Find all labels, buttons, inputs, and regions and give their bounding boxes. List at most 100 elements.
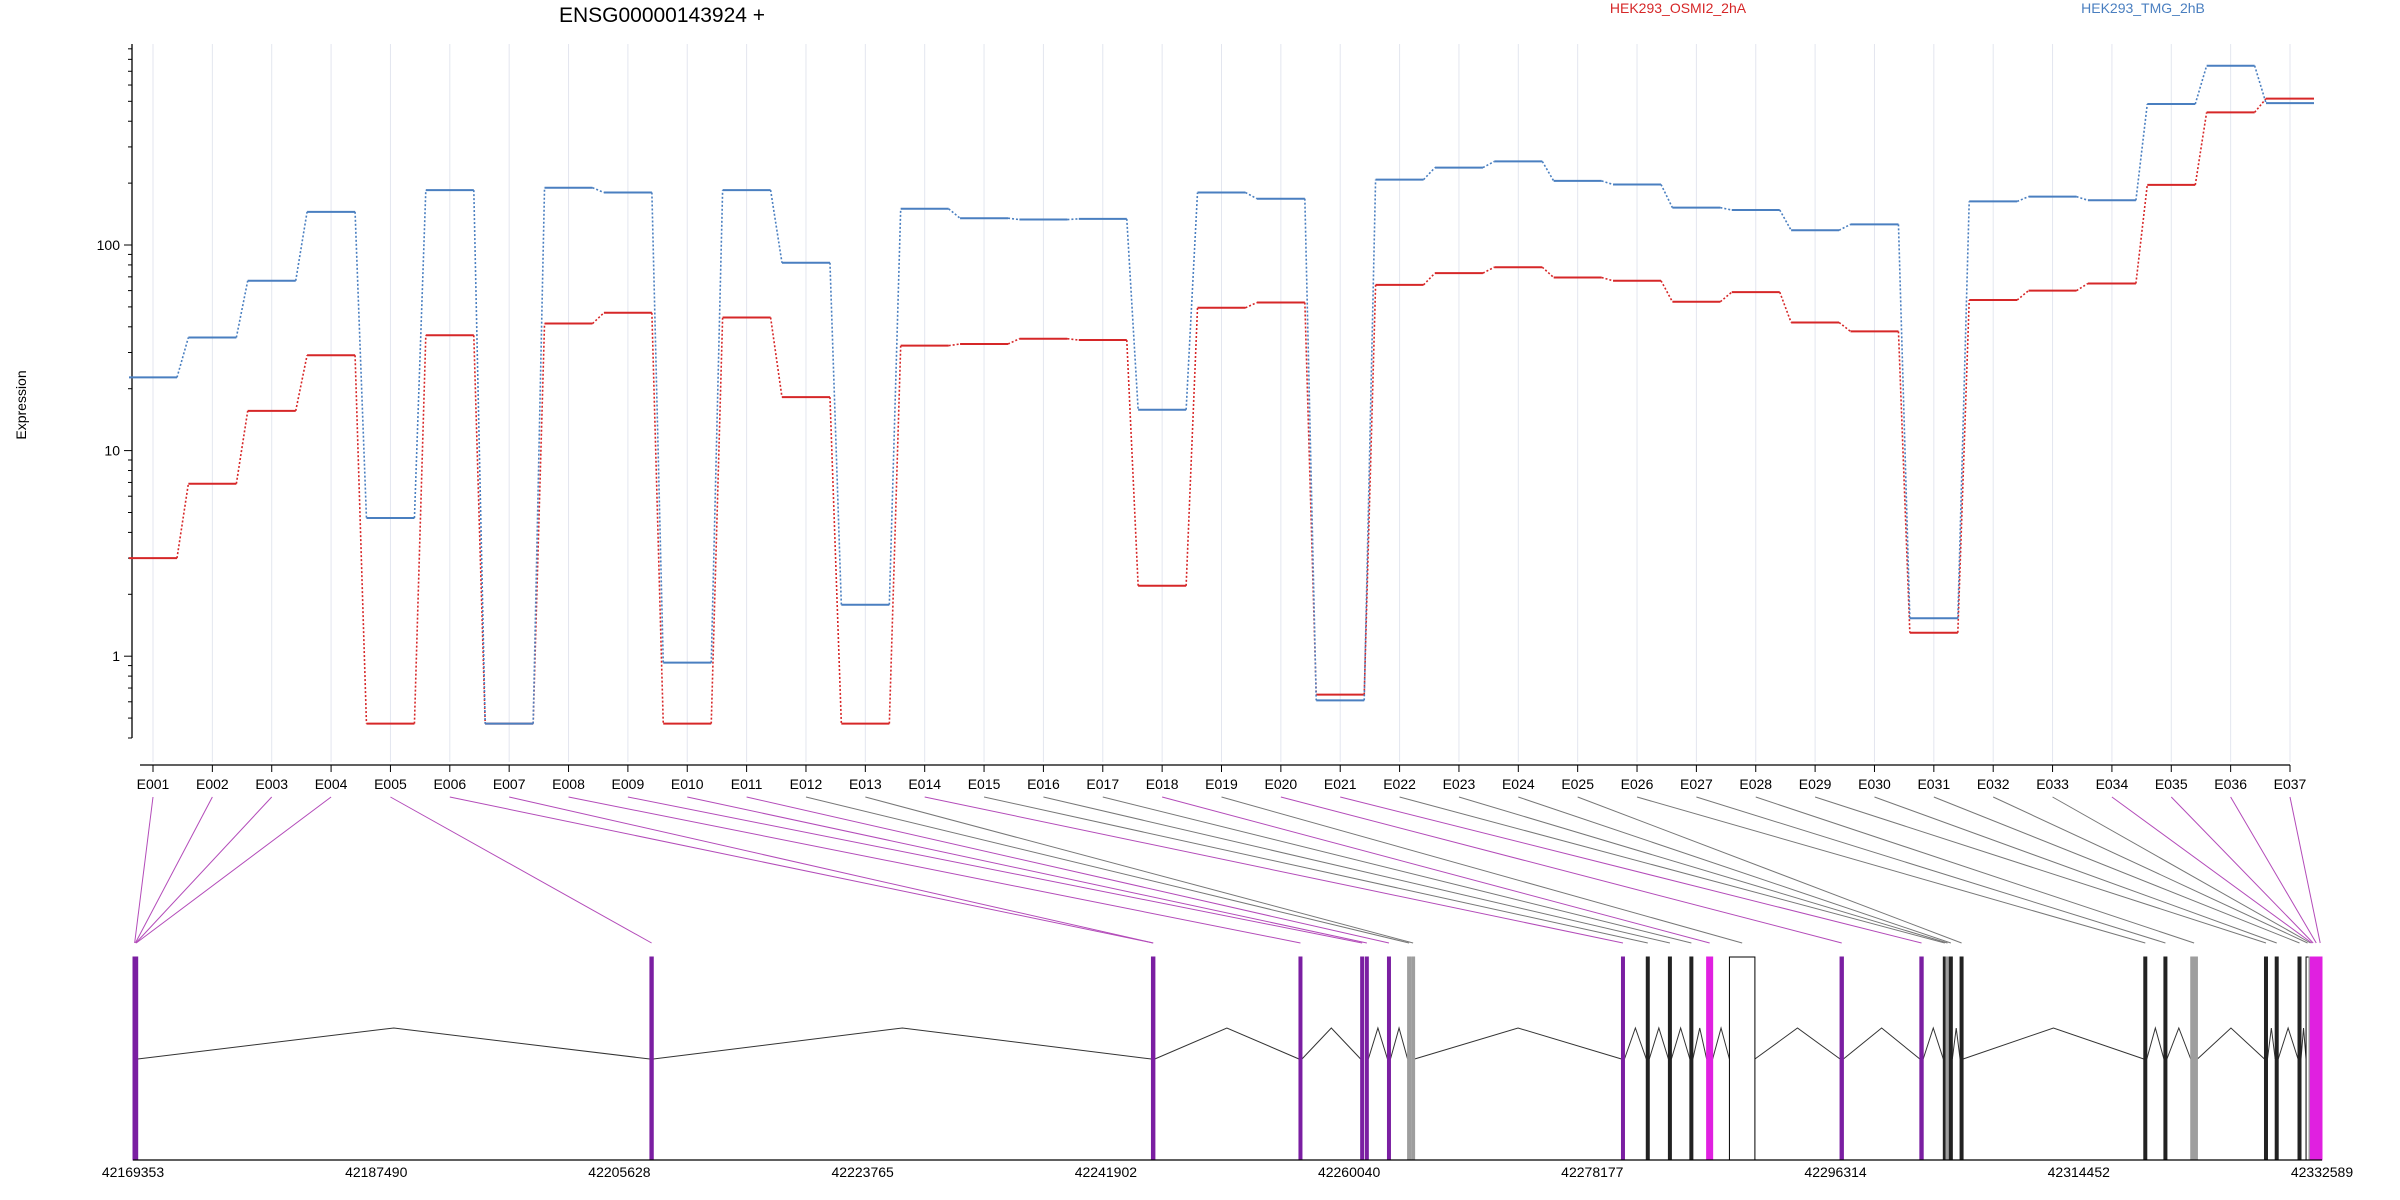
intron-line <box>1692 1027 1708 1060</box>
exon-box <box>649 956 654 1161</box>
data-connector <box>1660 280 1674 303</box>
data-connector <box>1245 301 1258 309</box>
y-axis-label: Expression <box>13 370 29 439</box>
intron-line <box>1670 1026 1691 1060</box>
exon-box <box>1407 956 1412 1161</box>
exon-box <box>2317 956 2323 1161</box>
data-connector <box>1007 217 1020 221</box>
exon-label: E031 <box>1917 776 1950 792</box>
data-connector <box>651 192 665 663</box>
exon-label: E035 <box>2155 776 2188 792</box>
exon-label: E021 <box>1324 776 1357 792</box>
exon-box <box>1667 956 1672 1161</box>
data-connector <box>591 312 605 325</box>
exon-label: E001 <box>137 776 170 792</box>
data-connector <box>1957 201 1970 619</box>
exon-label: E006 <box>433 776 466 792</box>
exon-label: E024 <box>1502 776 1535 792</box>
exon-label: E007 <box>493 776 526 792</box>
data-connector <box>769 189 783 263</box>
exon-label: E017 <box>1086 776 1119 792</box>
exon-connector <box>746 796 1390 944</box>
exon-box <box>1620 956 1625 1161</box>
intron-line <box>1648 1026 1669 1060</box>
data-connector <box>1601 276 1614 282</box>
exon-connector <box>2111 796 2313 944</box>
exon-box <box>1364 956 1369 1161</box>
data-connector <box>1067 337 1079 341</box>
data-connector <box>1245 191 1258 200</box>
data-connector <box>1779 209 1792 231</box>
genome-tick-label: 42260040 <box>1318 1164 1381 1180</box>
exon-box <box>1959 956 1964 1161</box>
intron-line <box>1754 1027 1841 1060</box>
exon-label: E028 <box>1739 776 1772 792</box>
data-connector <box>651 312 665 724</box>
exon-connector <box>2289 796 2321 944</box>
data-connector <box>1482 160 1495 169</box>
exon-label: E008 <box>552 776 585 792</box>
exon-connector <box>1458 796 1948 944</box>
data-connector <box>592 186 605 194</box>
exon-box <box>1919 956 1924 1161</box>
genome-tick-label: 42332589 <box>2291 1164 2354 1180</box>
exon-connector <box>390 796 652 944</box>
exon-connector <box>865 796 1414 944</box>
data-connector <box>532 323 546 724</box>
exon-box <box>1689 956 1694 1161</box>
data-connector <box>2254 98 2267 113</box>
intron-line <box>1624 1026 1647 1060</box>
y-tick-label: 10 <box>104 443 120 459</box>
data-connector <box>1897 331 1911 633</box>
genome-tick-label: 42296314 <box>1804 1164 1867 1180</box>
exon-connector <box>134 796 154 944</box>
data-connector <box>2076 282 2089 292</box>
data-connector <box>1957 299 1970 633</box>
data-connector <box>1125 339 1139 586</box>
intron-line <box>2277 1026 2299 1060</box>
exon-connector <box>627 796 1363 944</box>
genome-tick-label: 42223765 <box>832 1164 895 1180</box>
data-connector <box>1660 184 1674 208</box>
intron-line <box>2300 1027 2307 1060</box>
data-connector <box>710 317 724 724</box>
exon-connector <box>1992 796 2308 944</box>
data-connector <box>354 355 368 724</box>
data-connector <box>1067 218 1079 221</box>
data-connector <box>1423 272 1436 286</box>
exon-box <box>2313 956 2319 1161</box>
data-connector <box>413 190 427 519</box>
data-connector <box>1185 192 1199 410</box>
data-connector <box>1363 179 1377 701</box>
exon-label: E029 <box>1799 776 1832 792</box>
exon-connector <box>1577 796 1962 944</box>
exon-label: E013 <box>849 776 882 792</box>
data-connector <box>2253 65 2267 104</box>
exon-box <box>1839 956 1844 1161</box>
intron-line <box>1843 1027 1921 1060</box>
data-connector <box>176 483 190 559</box>
exon-label: E020 <box>1265 776 1298 792</box>
exon-label: E026 <box>1621 776 1654 792</box>
intron-line <box>1951 1027 1961 1060</box>
exon-box <box>1151 956 1156 1161</box>
exon-label: E025 <box>1561 776 1594 792</box>
genome-tick-label: 42169353 <box>102 1164 165 1180</box>
data-connector <box>1720 206 1732 211</box>
data-connector <box>2194 112 2208 186</box>
y-tick-label: 1 <box>112 648 120 664</box>
exon-label: E018 <box>1146 776 1179 792</box>
intron-line <box>1962 1027 2144 1060</box>
intron-line <box>653 1027 1152 1060</box>
exon-label: E036 <box>2214 776 2247 792</box>
exon-box <box>2143 956 2148 1161</box>
exon-connector <box>135 796 273 944</box>
exon-label: E037 <box>2274 776 2307 792</box>
data-connector <box>1779 291 1792 323</box>
data-connector <box>710 190 724 663</box>
data-connector <box>2135 103 2149 201</box>
exon-connector <box>1874 796 2277 944</box>
data-connector <box>1838 321 1851 333</box>
exon-label: E034 <box>2096 776 2129 792</box>
exon-connector <box>2170 796 2314 944</box>
